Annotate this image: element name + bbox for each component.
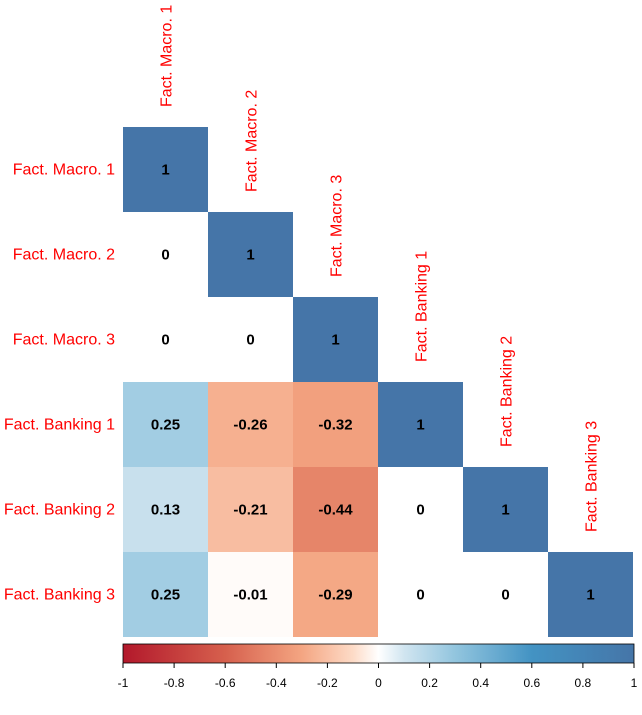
heatmap-cell [208, 297, 293, 382]
cell-value-label: 0.13 [151, 502, 180, 519]
column-label: Fact. Banking 1 [414, 251, 431, 362]
colorbar-tick-label: -0.4 [266, 676, 287, 690]
colorbar-tick-label: 1 [631, 676, 638, 690]
cell-value-label: -0.01 [233, 587, 267, 604]
cell-value-label: -0.44 [318, 502, 353, 519]
heatmap-cell [293, 382, 378, 467]
cell-value-label: -0.21 [233, 502, 267, 519]
row-label: Fact. Banking 2 [4, 502, 115, 519]
row-label: Fact. Macro. 3 [13, 332, 115, 349]
colorbar: -1 -0.8 -0.6 -0.4 -0.2 0 0.2 0.4 0.6 0.8 1 [118, 643, 638, 690]
heatmap-cell [293, 297, 378, 382]
row-labels: Fact. Macro. 1 Fact. Macro. 2 Fact. Macro.… [4, 162, 115, 604]
heatmap-cell [208, 212, 293, 297]
heatmap-cell [463, 552, 548, 637]
row-label: Fact. Banking 3 [4, 587, 115, 604]
row-label: Fact. Banking 1 [4, 417, 115, 434]
heatmap-cell [123, 127, 208, 212]
cell-value-label: 0 [416, 587, 424, 604]
heatmap-cell [208, 552, 293, 637]
cell-value-label: 0.25 [151, 587, 180, 604]
cell-value-label: 1 [586, 587, 594, 604]
heatmap-cell [293, 552, 378, 637]
heatmap-cell [293, 467, 378, 552]
column-labels: Fact. Macro. 1 Fact. Macro. 2 Fact. Macro.… [159, 5, 601, 532]
heatmap-cell [548, 552, 633, 637]
heatmap-cell [123, 467, 208, 552]
colorbar-tick-label: 0.2 [421, 676, 438, 690]
column-label: Fact. Banking 2 [499, 336, 516, 447]
column-label: Fact. Macro. 2 [244, 90, 261, 192]
colorbar-tick-label: -0.8 [164, 676, 185, 690]
colorbar-tick-label: 0.4 [472, 676, 489, 690]
colorbar-gradient [122, 643, 635, 664]
heatmap-cell [208, 467, 293, 552]
heatmap-cell [208, 382, 293, 467]
cell-value-label: -0.32 [318, 417, 352, 434]
colorbar-tick-label: 0.8 [575, 676, 592, 690]
heatmap-cell [378, 382, 463, 467]
cell-value-label: 1 [161, 162, 169, 179]
heatmap-cell [378, 552, 463, 637]
heatmap-cell [123, 212, 208, 297]
colorbar-tick-label: -1 [118, 676, 129, 690]
heatmap-cell [378, 467, 463, 552]
colorbar-tick-label: -0.6 [215, 676, 236, 690]
heatmap-cell [463, 467, 548, 552]
cell-value-label: 1 [331, 332, 339, 349]
cell-value-label: 0 [161, 247, 169, 264]
row-label: Fact. Macro. 1 [13, 162, 115, 179]
cell-value-label: 1 [501, 502, 509, 519]
colorbar-tick-label: 0 [375, 676, 382, 690]
cell-value-label: 0 [246, 332, 254, 349]
colorbar-tick-label: -0.2 [317, 676, 338, 690]
heatmap-cell [123, 297, 208, 382]
cell-value-label: 0 [161, 332, 169, 349]
cell-value-label: 1 [246, 247, 254, 264]
cell-value-label: -0.29 [318, 587, 352, 604]
column-label: Fact. Banking 3 [584, 421, 601, 532]
cell-value-label: 1 [416, 417, 424, 434]
heatmap-cell [123, 382, 208, 467]
cell-value-label: 0 [501, 587, 509, 604]
colorbar-tick-label: 0.6 [523, 676, 540, 690]
cell-value-label: 0 [416, 502, 424, 519]
column-label: Fact. Macro. 1 [159, 5, 176, 107]
heatmap-cell [123, 552, 208, 637]
cell-value-label: -0.26 [233, 417, 267, 434]
column-label: Fact. Macro. 3 [329, 175, 346, 277]
cell-value-label: 0.25 [151, 417, 180, 434]
heatmap-cells: 1 0 1 0 0 1 0.25 -0.26 -0.32 1 0.13 -0.21 -0.44 0 1 0.2… [123, 127, 633, 637]
row-label: Fact. Macro. 2 [13, 247, 115, 264]
